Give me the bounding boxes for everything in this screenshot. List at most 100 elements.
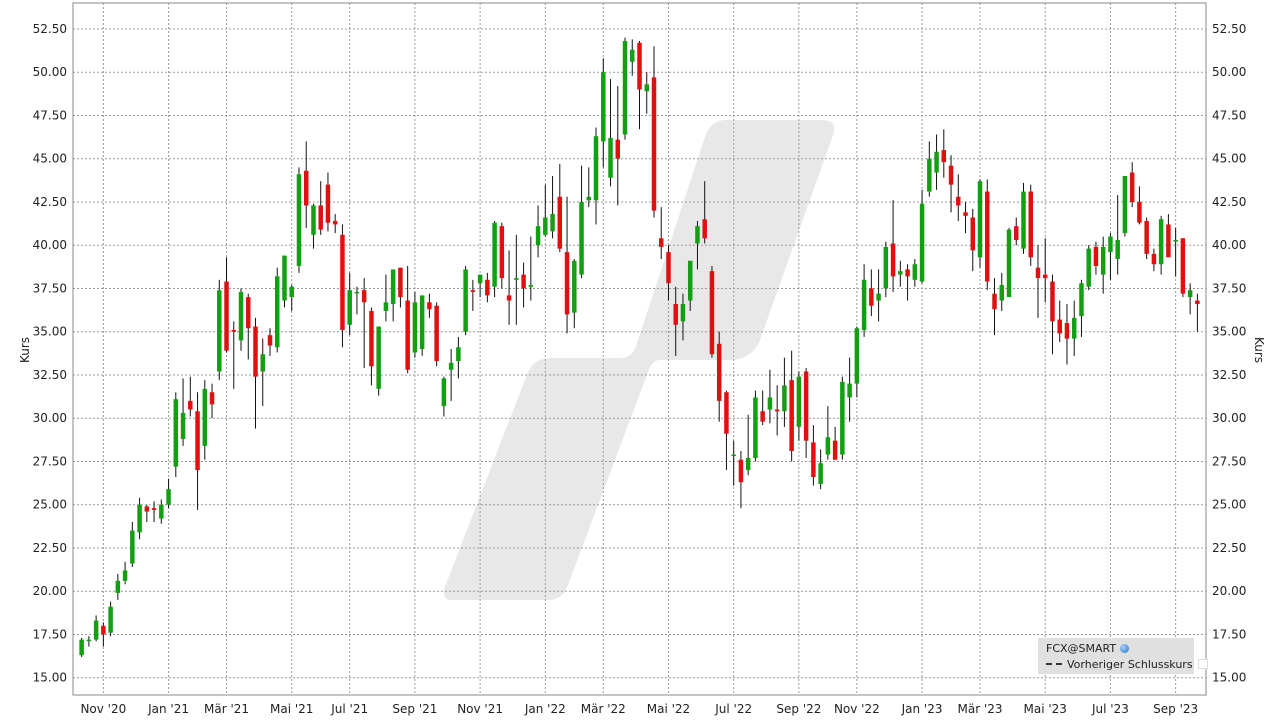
candle-up <box>1115 195 1120 275</box>
candle-body <box>1137 201 1142 223</box>
candle-body <box>361 290 367 303</box>
candle-body <box>506 295 512 301</box>
candle-up <box>296 167 302 273</box>
candle-body <box>1035 267 1041 279</box>
candle-body <box>115 580 121 593</box>
candle-body <box>963 212 968 216</box>
candle-body <box>521 274 526 289</box>
candle-body <box>1079 283 1084 317</box>
candle-body <box>1021 191 1026 249</box>
candle-down <box>340 224 345 348</box>
y-tick-label-left: 47.50 <box>33 108 67 122</box>
candle-down <box>1064 304 1070 365</box>
y-tick-label-right: 40.00 <box>1212 238 1246 252</box>
candle-down <box>941 129 947 178</box>
candle-up <box>180 378 186 446</box>
candle-up <box>825 406 831 460</box>
y-tick-label-left: 17.50 <box>33 627 67 641</box>
candle-body <box>195 411 200 471</box>
y-tick-label-left: 37.50 <box>33 281 67 295</box>
candle-body <box>898 271 903 275</box>
candle-body <box>1086 248 1091 287</box>
candle-body <box>557 196 563 249</box>
y-tick-label-left: 52.50 <box>33 22 67 36</box>
dashed-line-icon <box>1046 663 1062 665</box>
candle-up <box>274 267 280 353</box>
candle-down <box>948 155 954 213</box>
candle-body <box>543 217 548 235</box>
candle-body <box>985 191 990 282</box>
candle-down <box>658 207 664 260</box>
candle-body <box>1108 236 1113 253</box>
candle-body <box>101 625 106 635</box>
y-tick-label-left: 32.50 <box>33 368 67 382</box>
candle-body <box>883 246 889 289</box>
candle-body <box>274 276 280 348</box>
candle-body <box>137 504 142 533</box>
candle-body <box>956 196 961 206</box>
x-tick-label: Mär '22 <box>581 702 626 716</box>
candle-up <box>412 291 418 358</box>
candle-down <box>1014 217 1019 246</box>
candle-body <box>369 310 374 367</box>
candle-body <box>586 196 592 201</box>
candle-body <box>144 506 150 512</box>
candle-down <box>144 504 150 522</box>
globe-icon[interactable] <box>1120 644 1130 653</box>
candle-body <box>1173 240 1178 242</box>
candle-down <box>992 278 997 336</box>
candle-up <box>731 440 736 486</box>
candle-up <box>217 279 222 381</box>
candle-up <box>1187 283 1193 315</box>
candle-down <box>325 172 331 232</box>
candle-body <box>354 291 360 294</box>
candle-down <box>361 278 367 369</box>
candle-body <box>325 184 331 223</box>
candle-body <box>716 343 722 401</box>
candle-down <box>985 179 990 291</box>
candle-up <box>1100 236 1106 294</box>
candle-body <box>948 165 954 185</box>
candle-body <box>970 217 976 251</box>
x-tick-label: Jul '21 <box>330 702 368 716</box>
candle-down <box>673 286 678 356</box>
candle-body <box>441 378 447 407</box>
candle-body <box>246 297 251 329</box>
y-tick-label-right: 32.50 <box>1212 368 1246 382</box>
candle-up <box>130 522 135 567</box>
candle-up <box>579 165 584 279</box>
y-tick-label-right: 50.00 <box>1212 65 1246 79</box>
y-tick-label-right: 30.00 <box>1212 411 1246 425</box>
candle-down <box>246 293 251 360</box>
candle-down <box>1195 293 1200 332</box>
candle-body <box>927 158 932 192</box>
checkbox-icon[interactable] <box>1197 659 1208 669</box>
y-tick-label-left: 25.00 <box>33 498 67 512</box>
candle-up <box>934 134 939 190</box>
candle-body <box>666 252 671 284</box>
candle-up <box>173 392 179 478</box>
y-tick-label-right: 20.00 <box>1212 584 1246 598</box>
candle-down <box>101 622 106 647</box>
candle-body <box>803 371 809 441</box>
candle-down <box>427 293 432 318</box>
x-tick-label: Jan '23 <box>901 702 943 716</box>
candle-down <box>615 86 621 206</box>
candle-down <box>1042 238 1048 303</box>
candle-up <box>687 260 693 311</box>
x-tick-label: Jul '23 <box>1091 702 1129 716</box>
candle-body <box>528 284 534 287</box>
candle-down <box>832 426 838 460</box>
candle-down <box>398 267 403 308</box>
candle-up <box>883 241 889 298</box>
candle-body <box>151 508 157 510</box>
candle-down <box>724 390 729 471</box>
candle-down <box>716 331 722 422</box>
candle-body <box>919 203 925 282</box>
candle-down <box>521 262 526 308</box>
candle-up <box>260 338 265 407</box>
candle-body <box>1014 226 1019 241</box>
y-tick-label-right: 35.00 <box>1212 325 1246 339</box>
candle-down <box>303 141 309 228</box>
